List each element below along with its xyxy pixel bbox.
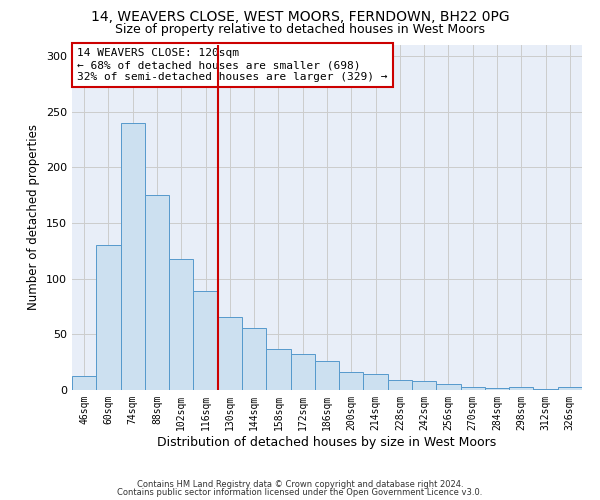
- Text: Contains HM Land Registry data © Crown copyright and database right 2024.: Contains HM Land Registry data © Crown c…: [137, 480, 463, 489]
- Bar: [218, 316, 242, 390]
- Text: Contains public sector information licensed under the Open Government Licence v3: Contains public sector information licen…: [118, 488, 482, 497]
- Bar: [412, 381, 436, 390]
- Bar: [72, 376, 96, 390]
- Bar: [509, 386, 533, 390]
- Bar: [290, 354, 315, 390]
- Bar: [339, 372, 364, 390]
- Bar: [266, 349, 290, 390]
- Bar: [558, 386, 582, 390]
- Bar: [485, 388, 509, 390]
- Text: Size of property relative to detached houses in West Moors: Size of property relative to detached ho…: [115, 22, 485, 36]
- Text: 14 WEAVERS CLOSE: 120sqm
← 68% of detached houses are smaller (698)
32% of semi-: 14 WEAVERS CLOSE: 120sqm ← 68% of detach…: [77, 48, 388, 82]
- Text: 14, WEAVERS CLOSE, WEST MOORS, FERNDOWN, BH22 0PG: 14, WEAVERS CLOSE, WEST MOORS, FERNDOWN,…: [91, 10, 509, 24]
- Bar: [315, 361, 339, 390]
- Bar: [388, 380, 412, 390]
- X-axis label: Distribution of detached houses by size in West Moors: Distribution of detached houses by size …: [157, 436, 497, 448]
- Bar: [96, 246, 121, 390]
- Bar: [533, 389, 558, 390]
- Bar: [193, 291, 218, 390]
- Bar: [169, 258, 193, 390]
- Bar: [242, 328, 266, 390]
- Bar: [461, 386, 485, 390]
- Bar: [145, 195, 169, 390]
- Bar: [364, 374, 388, 390]
- Bar: [121, 123, 145, 390]
- Y-axis label: Number of detached properties: Number of detached properties: [28, 124, 40, 310]
- Bar: [436, 384, 461, 390]
